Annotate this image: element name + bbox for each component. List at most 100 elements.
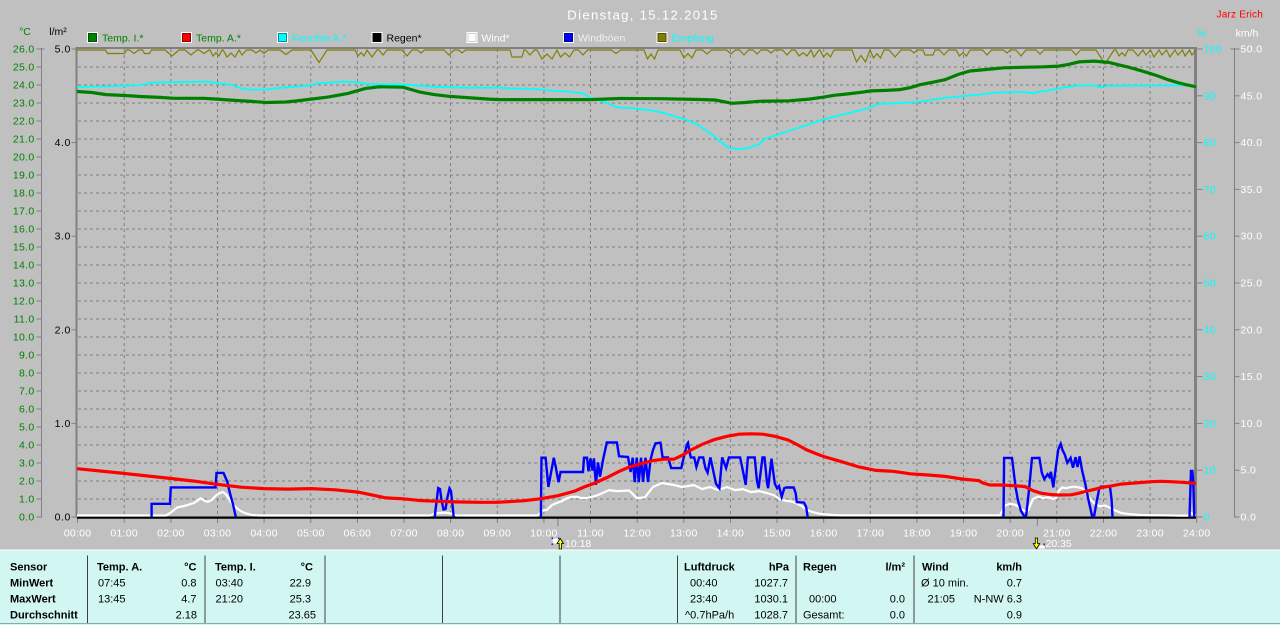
svg-text:20:00: 20:00 (996, 528, 1024, 540)
svg-text:13.0: 13.0 (13, 278, 35, 290)
svg-text:l/m²: l/m² (49, 26, 67, 38)
svg-text:0.0: 0.0 (55, 512, 71, 524)
svg-text:13:45: 13:45 (98, 594, 126, 606)
svg-text:22.9: 22.9 (290, 578, 311, 590)
svg-text:1028.7: 1028.7 (754, 610, 788, 622)
svg-text:100: 100 (1204, 44, 1223, 56)
svg-text:10:18: 10:18 (565, 538, 591, 550)
svg-text:25.0: 25.0 (13, 62, 35, 74)
svg-text:11:00: 11:00 (577, 528, 604, 540)
svg-text:Dienstag, 15.12.2015: Dienstag, 15.12.2015 (567, 8, 718, 23)
svg-text:3.0: 3.0 (55, 231, 71, 243)
svg-text:Regen*: Regen* (387, 33, 422, 45)
svg-text:01:00: 01:00 (110, 528, 138, 540)
svg-text:Feuchte A.*: Feuchte A.* (292, 33, 346, 45)
svg-text:Temp. I.: Temp. I. (215, 562, 256, 574)
svg-text:22.0: 22.0 (13, 116, 35, 128)
svg-text:20: 20 (1204, 418, 1216, 430)
svg-text:18.0: 18.0 (13, 188, 35, 200)
svg-text:05:00: 05:00 (297, 528, 325, 540)
svg-text:0: 0 (1204, 512, 1210, 524)
svg-text:08:00: 08:00 (437, 528, 465, 540)
svg-text:15:00: 15:00 (763, 528, 791, 540)
svg-text:Wind: Wind (922, 562, 949, 574)
svg-text:Wind*: Wind* (482, 33, 510, 45)
svg-text:10.0: 10.0 (13, 332, 35, 344)
svg-text:40: 40 (1204, 324, 1216, 336)
svg-text:50: 50 (1204, 278, 1216, 290)
svg-text:Regen: Regen (803, 562, 837, 574)
svg-text:0.7: 0.7 (1007, 578, 1022, 590)
svg-text:14:00: 14:00 (717, 528, 745, 540)
svg-text:07:00: 07:00 (390, 528, 418, 540)
svg-text:20.0: 20.0 (13, 152, 35, 164)
svg-text:70: 70 (1204, 184, 1216, 196)
svg-text:12.0: 12.0 (13, 296, 35, 308)
svg-text:4.0: 4.0 (19, 440, 35, 452)
svg-text:0.9: 0.9 (1007, 610, 1022, 622)
svg-text:°C: °C (301, 562, 313, 574)
svg-text:15.0: 15.0 (13, 242, 35, 254)
svg-text:21:20: 21:20 (216, 594, 244, 606)
svg-text:12:00: 12:00 (623, 528, 651, 540)
svg-text:Sensor: Sensor (10, 562, 48, 574)
svg-text:Ø 10 min.: Ø 10 min. (921, 578, 969, 590)
svg-text:23:40: 23:40 (690, 594, 718, 606)
svg-text:07:45: 07:45 (98, 578, 126, 590)
svg-text:2.0: 2.0 (19, 476, 35, 488)
svg-text:00:00: 00:00 (809, 594, 837, 606)
svg-text:02:00: 02:00 (157, 528, 185, 540)
svg-text:MaxWert: MaxWert (10, 594, 56, 606)
svg-text:Durchschnitt: Durchschnitt (10, 610, 78, 622)
svg-text:30: 30 (1204, 371, 1216, 383)
svg-text:23.0: 23.0 (13, 98, 35, 110)
svg-text:2.0: 2.0 (55, 324, 71, 336)
svg-text:13:00: 13:00 (670, 528, 698, 540)
svg-text:0.0: 0.0 (19, 512, 35, 524)
svg-text:°C: °C (19, 26, 31, 38)
svg-text:5.0: 5.0 (1241, 465, 1257, 477)
svg-text:1027.7: 1027.7 (754, 578, 788, 590)
svg-text:°C: °C (184, 562, 196, 574)
svg-text:Temp. A.: Temp. A. (97, 562, 142, 574)
svg-text:30.0: 30.0 (1241, 231, 1263, 243)
svg-text:16:00: 16:00 (810, 528, 838, 540)
svg-text:45.0: 45.0 (1241, 90, 1263, 102)
svg-text:15.0: 15.0 (1241, 371, 1263, 383)
svg-text:90: 90 (1204, 90, 1216, 102)
svg-text:25.3: 25.3 (290, 594, 311, 606)
svg-text:Jarz Erich: Jarz Erich (1217, 10, 1263, 21)
svg-text:5.0: 5.0 (55, 44, 71, 56)
svg-text:35.0: 35.0 (1241, 184, 1263, 196)
svg-text:6.0: 6.0 (19, 404, 35, 416)
svg-text:60: 60 (1204, 231, 1216, 243)
svg-text:21.0: 21.0 (13, 134, 35, 146)
svg-text:4.7: 4.7 (181, 594, 196, 606)
svg-text:16.0: 16.0 (13, 224, 35, 236)
svg-text:03:00: 03:00 (204, 528, 232, 540)
svg-text:18:00: 18:00 (903, 528, 931, 540)
svg-text:22:00: 22:00 (1090, 528, 1118, 540)
svg-text:17:00: 17:00 (857, 528, 885, 540)
svg-text:10:00: 10:00 (530, 528, 558, 540)
svg-text:8.0: 8.0 (19, 368, 35, 380)
svg-text:21:05: 21:05 (928, 594, 956, 606)
svg-text:11.0: 11.0 (14, 314, 35, 326)
svg-text:Temp. I.*: Temp. I.* (102, 33, 143, 45)
svg-text:Windböen: Windböen (578, 33, 625, 45)
svg-text:19.0: 19.0 (13, 170, 35, 182)
svg-text:N-NW 6.3: N-NW 6.3 (974, 594, 1022, 606)
svg-text:26.0: 26.0 (13, 44, 35, 56)
svg-text:17.0: 17.0 (13, 206, 35, 218)
svg-text:km/h: km/h (1236, 28, 1259, 40)
svg-text:25.0: 25.0 (1241, 278, 1263, 290)
svg-text:7.0: 7.0 (19, 386, 35, 398)
svg-text:00:40: 00:40 (690, 578, 718, 590)
svg-text:00:00: 00:00 (64, 528, 92, 540)
svg-text:5.0: 5.0 (19, 422, 35, 434)
svg-text:10.0: 10.0 (1241, 418, 1263, 430)
svg-text:0.0: 0.0 (1241, 512, 1257, 524)
svg-text:80: 80 (1204, 137, 1216, 149)
svg-text:14.0: 14.0 (13, 260, 35, 272)
svg-text:10: 10 (1204, 465, 1216, 477)
